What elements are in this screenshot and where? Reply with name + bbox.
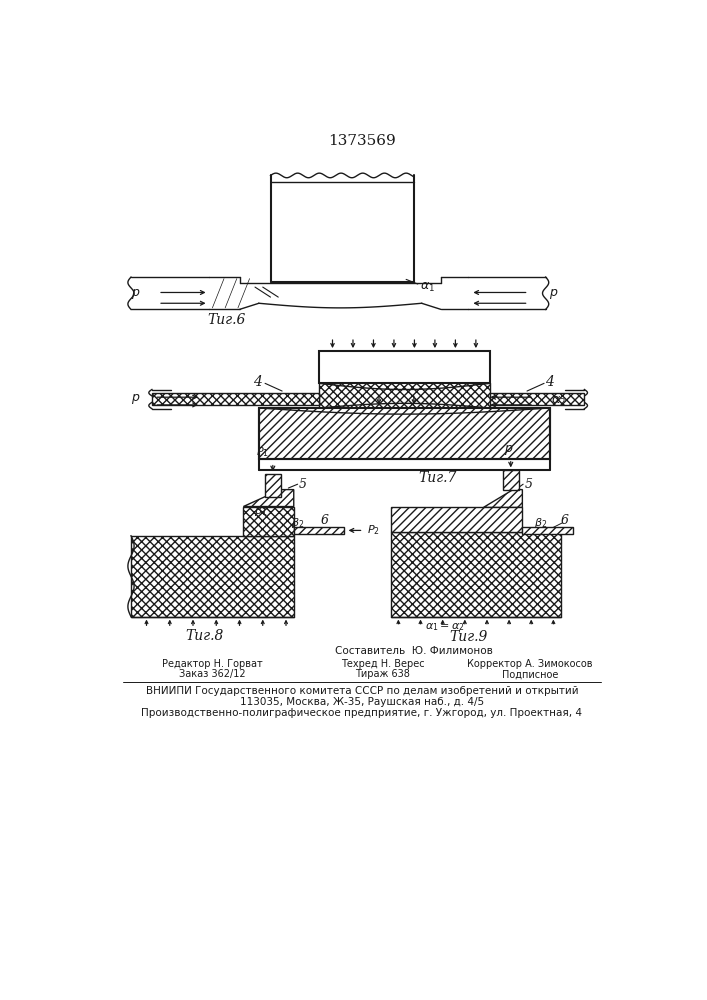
Polygon shape xyxy=(243,490,293,507)
Text: p: p xyxy=(131,391,139,404)
Text: 5: 5 xyxy=(525,478,532,491)
Bar xyxy=(320,383,490,408)
Bar xyxy=(522,527,573,534)
Text: Техред Н. Верес: Техред Н. Верес xyxy=(341,659,425,669)
Text: 113035, Москва, Ж-35, Раушская наб., д. 4/5: 113035, Москва, Ж-35, Раушская наб., д. … xyxy=(240,697,484,707)
Bar xyxy=(320,351,490,383)
Bar xyxy=(265,474,281,497)
Text: Корректор А. Зимокосов: Корректор А. Зимокосов xyxy=(467,659,593,669)
Text: Заказ 362/12: Заказ 362/12 xyxy=(179,669,246,679)
Bar xyxy=(490,393,585,405)
Text: p: p xyxy=(131,286,139,299)
Text: $P_1$: $P_1$ xyxy=(256,445,269,459)
Text: Τиг.7: Τиг.7 xyxy=(418,471,456,485)
Text: Производственно-полиграфическое предприятие, г. Ужгород, ул. Проектная, 4: Производственно-полиграфическое предприя… xyxy=(141,708,583,718)
Text: ВНИИПИ Государственного комитета СССР по делам изобретений и открытий: ВНИИПИ Государственного комитета СССР по… xyxy=(146,686,578,696)
Bar xyxy=(131,536,293,617)
Bar xyxy=(243,507,293,536)
Text: Τиг.9: Τиг.9 xyxy=(449,630,487,644)
Bar xyxy=(152,393,320,405)
Text: $\alpha_1$: $\alpha_1$ xyxy=(420,281,435,294)
Text: $\alpha_1 = \alpha_2$: $\alpha_1 = \alpha_2$ xyxy=(425,621,464,633)
Text: $\beta_2$: $\beta_2$ xyxy=(291,516,304,530)
Text: $P_2$: $P_2$ xyxy=(368,524,380,537)
Text: 5: 5 xyxy=(299,478,307,491)
Text: 6: 6 xyxy=(561,514,569,527)
Text: p: p xyxy=(503,442,512,455)
Text: Τиг.6: Τиг.6 xyxy=(207,313,245,327)
Text: 4: 4 xyxy=(253,375,262,389)
Text: Тираж 638: Тираж 638 xyxy=(356,669,410,679)
Text: Редактор Н. Горват: Редактор Н. Горват xyxy=(162,659,263,669)
Text: p: p xyxy=(549,286,557,299)
Text: Подписное: Подписное xyxy=(502,669,559,679)
Bar xyxy=(293,527,344,534)
Text: $\beta_2$: $\beta_2$ xyxy=(534,516,547,530)
Text: 1373569: 1373569 xyxy=(328,134,396,148)
Text: Τиг.8: Τиг.8 xyxy=(185,629,224,643)
Bar xyxy=(391,532,561,617)
Text: 6: 6 xyxy=(321,514,329,527)
Bar xyxy=(391,507,522,532)
Text: Составитель  Ю. Филимонов: Составитель Ю. Филимонов xyxy=(335,646,493,656)
Bar xyxy=(259,408,549,459)
Text: 4: 4 xyxy=(545,375,554,389)
Text: $\alpha_2$: $\alpha_2$ xyxy=(551,395,566,408)
Text: $\beta_1$: $\beta_1$ xyxy=(254,504,267,518)
Bar xyxy=(503,470,518,490)
Polygon shape xyxy=(484,490,522,507)
